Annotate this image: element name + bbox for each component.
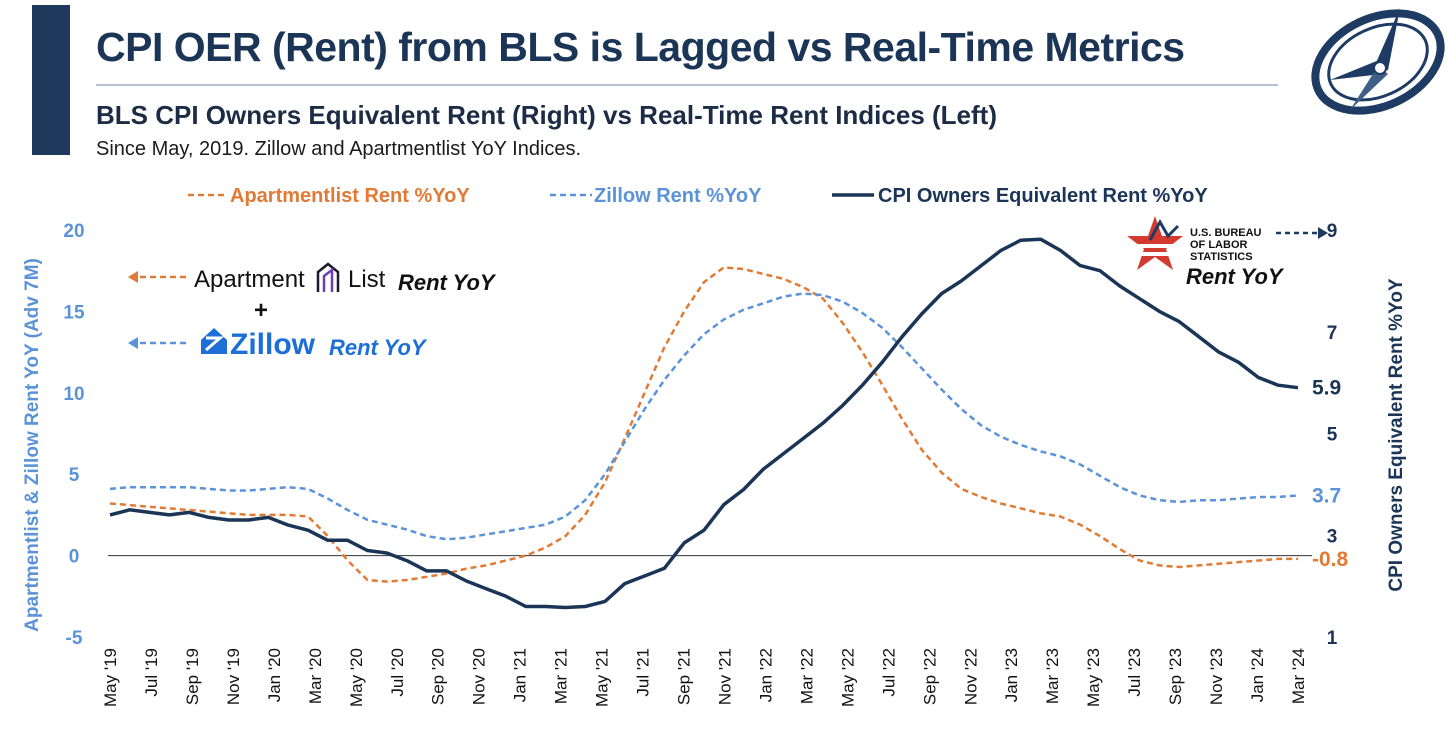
zillow-rent-yoy: Rent YoY	[329, 335, 428, 360]
cpi-oer-line	[109, 237, 1299, 610]
end-labels: -0.8 3.7 5.9	[1312, 377, 1349, 571]
right-tick-label: 5	[1327, 425, 1338, 446]
left-tick-label: -5	[66, 628, 83, 649]
x-tick-label: Jan '22	[756, 648, 775, 702]
x-tick-label: May '19	[101, 648, 120, 707]
x-tick-label: Jan '21	[511, 648, 530, 702]
x-tick-label: May '23	[1084, 648, 1103, 707]
bls-line1: U.S. BUREAU	[1190, 227, 1262, 239]
x-tick-label: Nov '22	[961, 648, 980, 705]
x-tick-label: Sep '21	[675, 648, 694, 705]
zillow-logo-icon	[201, 328, 227, 354]
left-tick-label: 20	[63, 221, 84, 242]
x-tick-label: May '20	[347, 648, 366, 707]
apartment-list-logo: Apartment	[194, 266, 305, 293]
x-tick-label: Jul '23	[1125, 648, 1144, 697]
x-tick-label: Jul '19	[142, 648, 161, 697]
cpi-end-label: 5.9	[1312, 377, 1341, 400]
zillow-logo: Zillow	[230, 328, 316, 361]
x-tick-label: Jul '21	[634, 648, 653, 697]
x-tick-label: Sep '22	[920, 648, 939, 705]
bls-line2: OF LABOR	[1190, 239, 1247, 251]
x-tick-label: Sep '19	[183, 648, 202, 705]
left-tick-label: 15	[63, 302, 85, 323]
apartmentlist-line	[109, 266, 1298, 583]
x-axis-ticks: May '19 Jul '19 Sep '19 Nov '19 Jan '20 Mar '…	[101, 648, 1308, 707]
left-axis-title: Apartmentlist & Zillow Rent YoY (Adv 7M)	[22, 258, 43, 632]
x-tick-label: Nov '19	[224, 648, 243, 705]
x-tick-label: May '22	[838, 648, 857, 707]
accent-bar	[32, 5, 70, 155]
bls-annotation: U.S. BUREAU OF LABOR STATISTICS Rent YoY	[1127, 216, 1328, 289]
x-tick-label: Nov '23	[1207, 648, 1226, 705]
apartment-list-logo-icon	[316, 262, 340, 292]
apartment-list-logo-suffix: List	[348, 266, 386, 293]
right-tick-label: 9	[1327, 221, 1338, 242]
right-axis-ticks: 1 3 5 7 9	[1327, 221, 1338, 649]
legend: Apartmentlist Rent %YoY Zillow Rent %YoY…	[188, 185, 1208, 207]
x-tick-label: Mar '23	[1043, 648, 1062, 704]
bls-star-flag-icon	[1127, 216, 1183, 270]
x-tick-label: Jan '24	[1248, 648, 1267, 702]
series-lines	[109, 237, 1299, 610]
x-tick-label: Sep '23	[1166, 648, 1185, 705]
zillow-end-label: 3.7	[1312, 484, 1341, 507]
right-tick-label: 7	[1327, 323, 1338, 344]
apartment-list-annotation: Apartment List Rent YoY +	[128, 262, 497, 324]
x-tick-label: Jan '20	[265, 648, 284, 702]
legend-apartmentlist: Apartmentlist Rent %YoY	[230, 185, 470, 207]
title-divider	[96, 84, 1278, 86]
x-tick-label: Jul '20	[388, 648, 407, 697]
left-tick-label: 0	[69, 547, 80, 568]
right-tick-label: 1	[1327, 628, 1338, 649]
chart-subtitle: BLS CPI Owners Equivalent Rent (Right) v…	[96, 100, 997, 130]
left-tick-label: 10	[63, 384, 84, 405]
page-title: CPI OER (Rent) from BLS is Lagged vs Rea…	[96, 24, 1185, 70]
x-tick-label: Mar '22	[797, 648, 816, 704]
x-tick-label: Mar '20	[306, 648, 325, 704]
x-tick-label: Jul '22	[879, 648, 898, 697]
x-tick-label: Mar '24	[1289, 648, 1308, 704]
right-tick-label: 3	[1327, 526, 1338, 547]
x-tick-label: Nov '20	[470, 648, 489, 705]
legend-zillow: Zillow Rent %YoY	[594, 185, 762, 207]
x-tick-label: Mar '21	[552, 648, 571, 704]
legend-cpi: CPI Owners Equivalent Rent %YoY	[878, 185, 1208, 207]
compass-rose-icon	[1311, 8, 1445, 115]
zillow-annotation: Zillow Rent YoY	[128, 328, 428, 361]
left-tick-label: 5	[69, 465, 80, 486]
x-tick-label: Nov '21	[715, 648, 734, 705]
bls-line3: STATISTICS	[1190, 251, 1253, 263]
x-tick-label: Sep '20	[429, 648, 448, 705]
zillow-line	[109, 292, 1299, 541]
bls-rent-yoy: Rent YoY	[1186, 264, 1285, 289]
apartmentlist-end-label: -0.8	[1312, 548, 1349, 571]
left-axis-ticks: -5 0 5 10 15 20	[63, 221, 85, 649]
right-axis-title: CPI Owners Equivalent Rent %YoY	[1386, 278, 1407, 592]
chart-note: Since May, 2019. Zillow and Apartmentlis…	[96, 138, 582, 160]
plus-sign: +	[254, 297, 268, 324]
apartment-list-rent-yoy: Rent YoY	[398, 270, 497, 295]
x-tick-label: Jan '23	[1002, 648, 1021, 702]
x-tick-label: May '21	[593, 648, 612, 707]
